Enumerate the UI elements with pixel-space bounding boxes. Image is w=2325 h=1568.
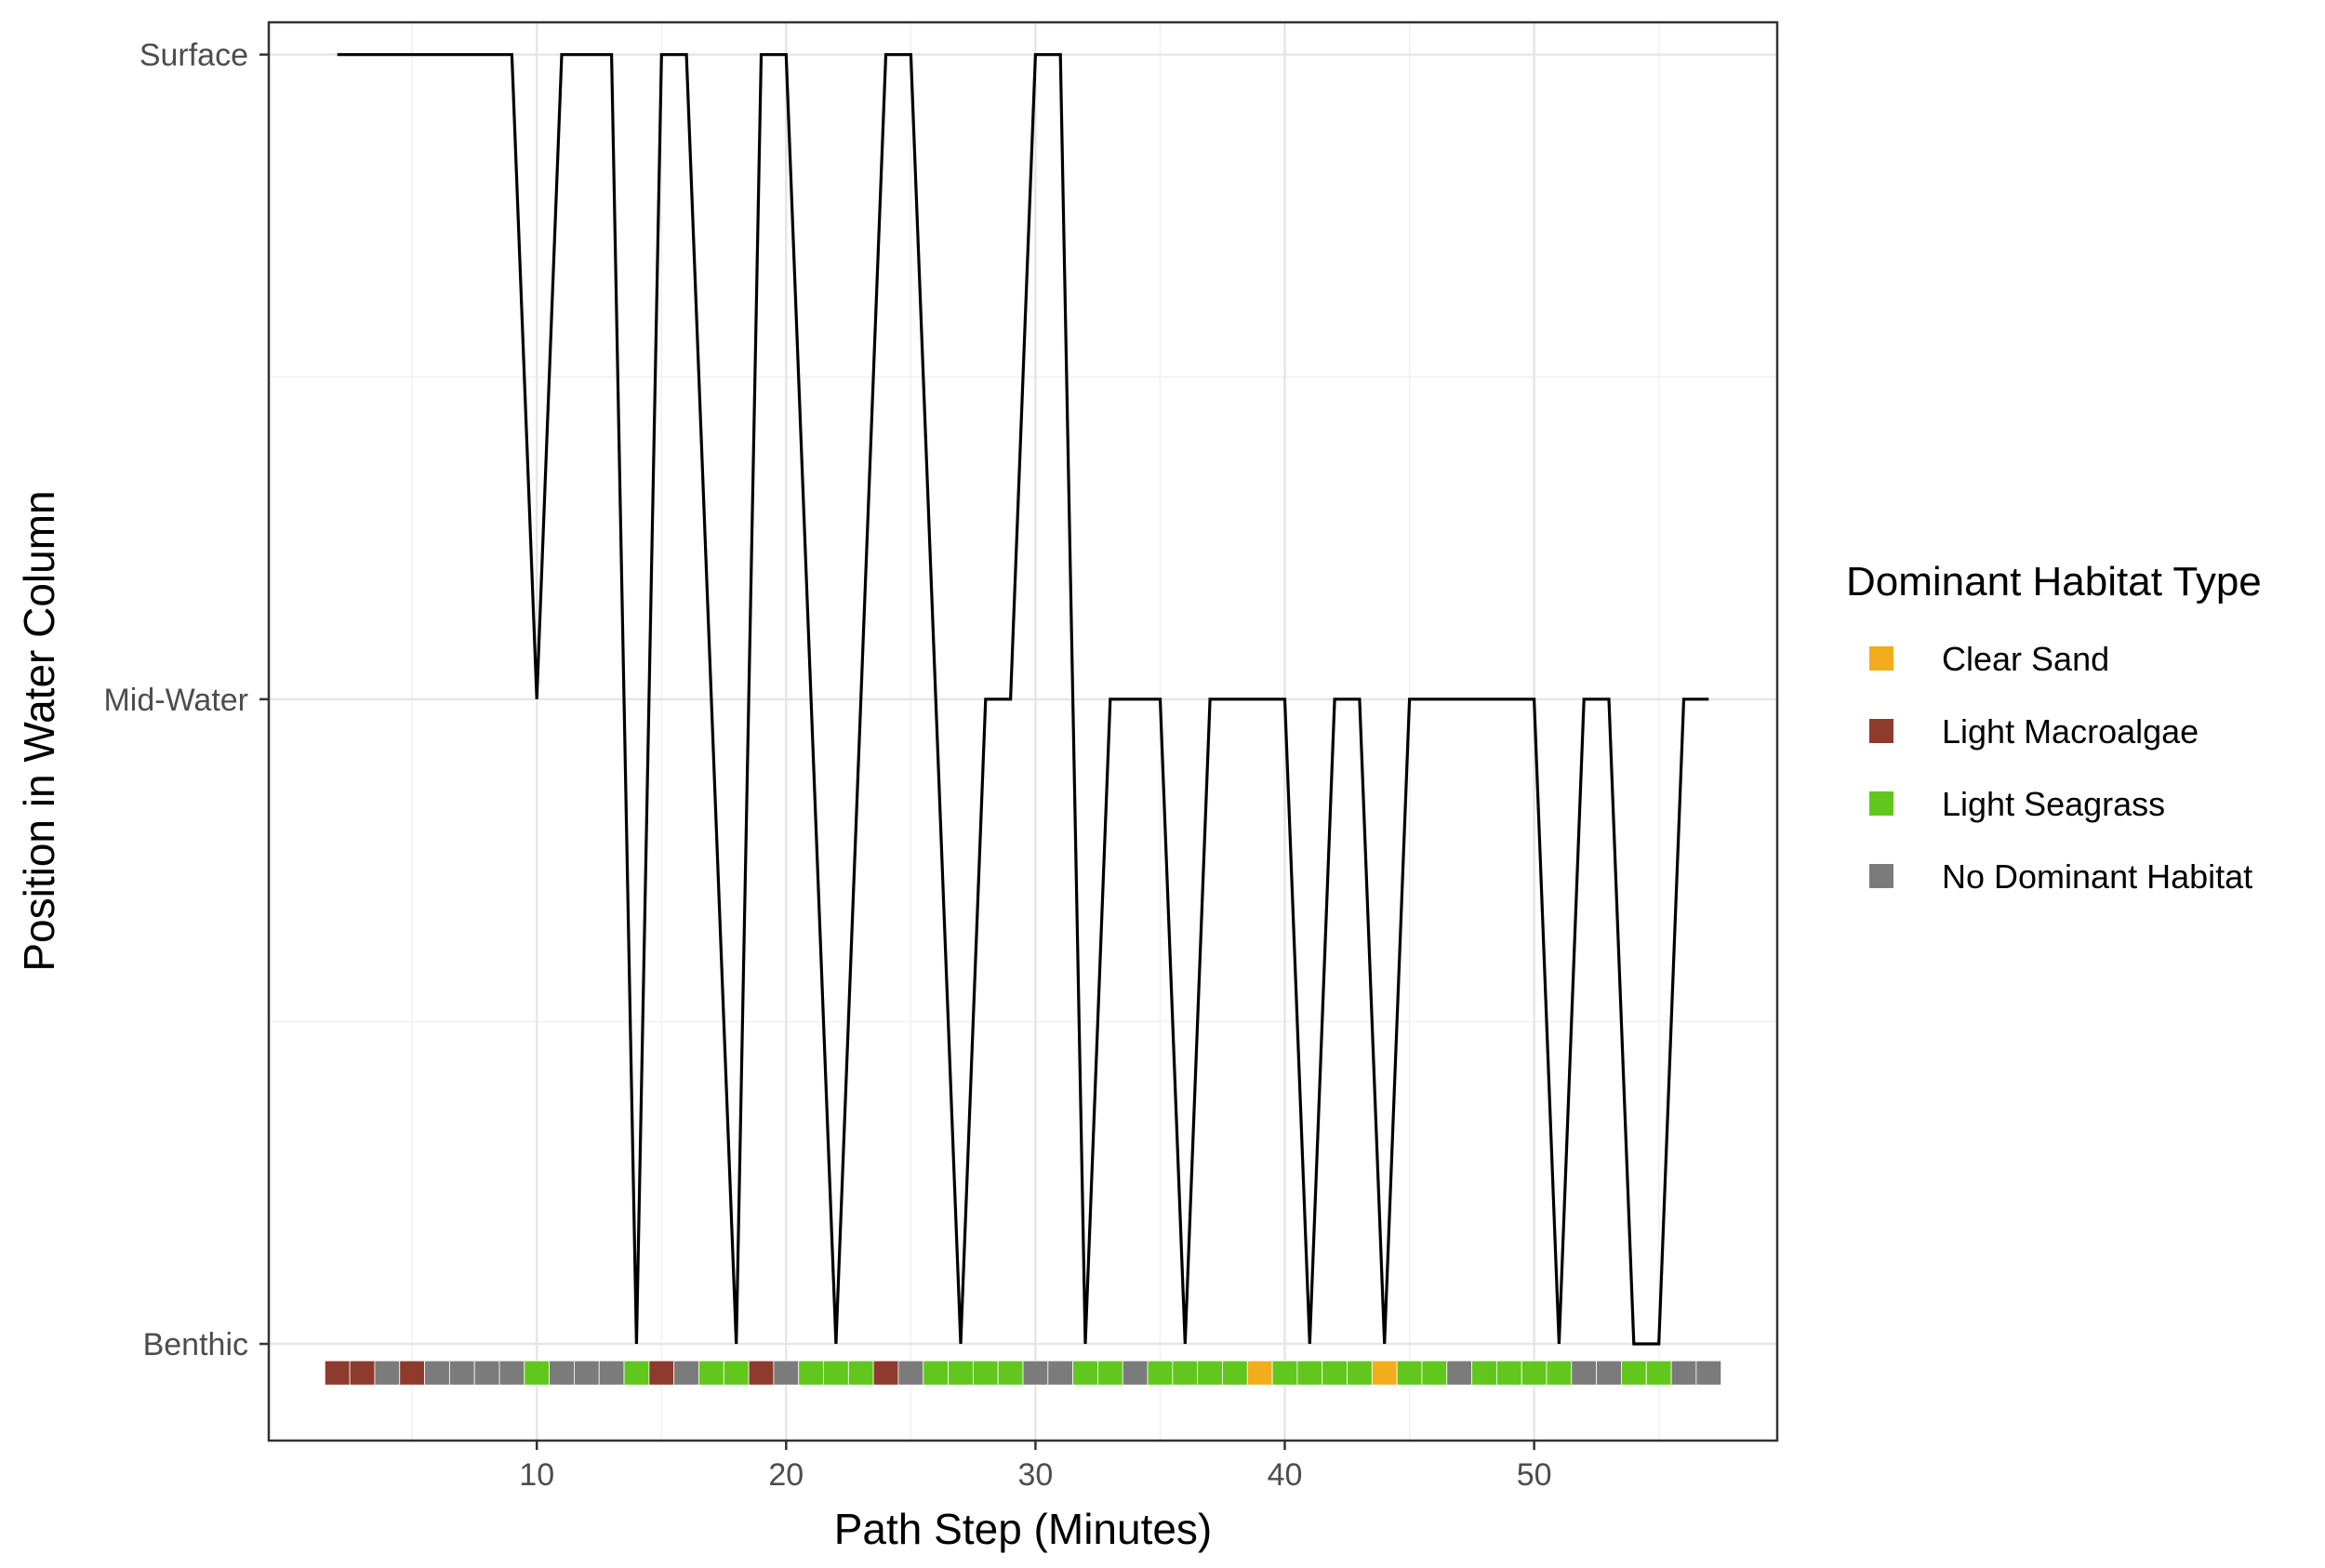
legend-title: Dominant Habitat Type: [1846, 559, 2262, 605]
habitat-tile: [1347, 1360, 1373, 1386]
habitat-tile: [972, 1360, 999, 1386]
habitat-tile: [1621, 1360, 1647, 1386]
habitat-tile: [623, 1360, 650, 1386]
habitat-tile: [1495, 1360, 1522, 1386]
habitat-tile: [648, 1360, 675, 1386]
habitat-tile: [399, 1360, 425, 1386]
habitat-tile: [823, 1360, 849, 1386]
habitat-tile: [1222, 1360, 1248, 1386]
habitat-tile: [424, 1360, 450, 1386]
habitat-tile: [374, 1360, 401, 1386]
habitat-tile: [1596, 1360, 1622, 1386]
depth-line: [337, 53, 1709, 1346]
habitat-tile: [498, 1360, 525, 1386]
x-axis-title: Path Step (Minutes): [834, 1505, 1213, 1553]
habitat-tile: [872, 1360, 899, 1386]
habitat-tile: [773, 1360, 800, 1386]
habitat-tile: [324, 1360, 351, 1386]
habitat-tile: [473, 1360, 500, 1386]
axes: 10 20 30 40 50 Benthic Mid-Water Surface: [103, 38, 1551, 1493]
habitat-tile: [798, 1360, 824, 1386]
habitat-tile: [1197, 1360, 1223, 1386]
plot-border: [267, 20, 1779, 1442]
habitat-tile: [948, 1360, 974, 1386]
legend-key: [1869, 791, 1893, 816]
habitat-tile: [448, 1360, 475, 1386]
habitat-strip: [324, 1360, 1722, 1386]
habitat-tile: [847, 1360, 874, 1386]
habitat-tile: [1670, 1360, 1697, 1386]
habitat-tile: [1147, 1360, 1174, 1386]
habitat-tile: [1047, 1360, 1074, 1386]
x-tick-label: 50: [1517, 1457, 1552, 1493]
habitat-tile: [549, 1360, 575, 1386]
habitat-tile: [923, 1360, 949, 1386]
habitat-tile: [524, 1360, 551, 1386]
habitat-tile: [1396, 1360, 1423, 1386]
legend-label: Light Macroalgae: [1942, 712, 2199, 751]
habitat-tile: [897, 1360, 924, 1386]
habitat-tile: [1097, 1360, 1123, 1386]
x-tick-label: 20: [768, 1457, 804, 1493]
y-tick-label: Benthic: [143, 1327, 248, 1362]
legend: Dominant Habitat Type Clear Sand Light Ma…: [1846, 559, 2262, 896]
legend-entries: Clear Sand Light Macroalgae Light Seagrass…: [1869, 640, 2252, 896]
legend-key: [1869, 646, 1893, 671]
habitat-tile: [1322, 1360, 1348, 1386]
habitat-tile: [698, 1360, 724, 1386]
habitat-tile: [574, 1360, 600, 1386]
habitat-tile: [1571, 1360, 1598, 1386]
grid-lines: [269, 22, 1777, 1441]
legend-label: Clear Sand: [1942, 640, 2109, 678]
habitat-tile: [1546, 1360, 1573, 1386]
habitat-tile: [1296, 1360, 1323, 1386]
x-tick-label: 30: [1017, 1457, 1053, 1493]
x-tick-label: 10: [519, 1457, 554, 1493]
habitat-tile: [1122, 1360, 1149, 1386]
habitat-tile: [598, 1360, 625, 1386]
habitat-tile: [673, 1360, 699, 1386]
legend-key: [1869, 864, 1893, 888]
legend-key: [1869, 719, 1893, 743]
habitat-tile: [1471, 1360, 1497, 1386]
habitat-tile: [1072, 1360, 1098, 1386]
habitat-tile: [1695, 1360, 1722, 1386]
depth-series: [337, 53, 1709, 1346]
habitat-tile: [1371, 1360, 1398, 1386]
plot-panel: [269, 22, 1777, 1441]
habitat-tile: [1446, 1360, 1472, 1386]
y-axis-title: Position in Water Column: [15, 490, 63, 971]
habitat-tile: [1645, 1360, 1672, 1386]
y-tick-label: Surface: [140, 38, 248, 73]
y-tick-label: Mid-Water: [103, 683, 248, 718]
habitat-tile: [1271, 1360, 1298, 1386]
legend-label: No Dominant Habitat: [1942, 857, 2252, 896]
habitat-tile: [1521, 1360, 1548, 1386]
x-tick-label: 40: [1268, 1457, 1303, 1493]
habitat-tile: [349, 1360, 376, 1386]
habitat-tile: [748, 1360, 775, 1386]
habitat-tile: [1246, 1360, 1273, 1386]
habitat-tile: [1421, 1360, 1448, 1386]
habitat-tile: [723, 1360, 750, 1386]
habitat-tile: [1172, 1360, 1199, 1386]
legend-label: Light Seagrass: [1942, 785, 2165, 823]
habitat-tile: [1022, 1360, 1049, 1386]
habitat-tile: [997, 1360, 1024, 1386]
